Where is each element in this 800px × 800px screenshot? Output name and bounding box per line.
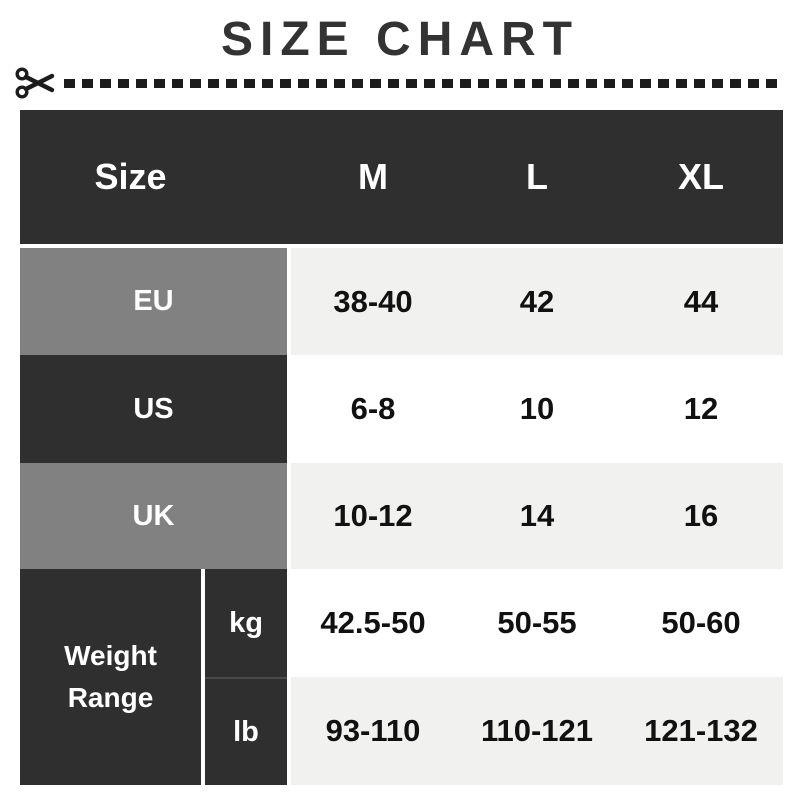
header-size-m: M (358, 156, 388, 197)
lb-value-xl: 121-132 (619, 677, 783, 785)
table-header-row: Size M L XL (20, 110, 783, 244)
kg-value-l: 50-55 (455, 569, 619, 677)
uk-value-m: 10-12 (291, 463, 455, 569)
lb-value-l: 110-121 (455, 677, 619, 785)
row-label-us: US (20, 355, 287, 463)
cut-line (14, 60, 784, 106)
header-size-l: L (526, 156, 548, 197)
row-label-uk: UK (20, 463, 287, 569)
weight-range-line2: Range (67, 682, 154, 713)
size-chart-table: Size M L XL EU 38-40 42 44 US 6-8 10 12 … (20, 110, 783, 785)
eu-value-l: 42 (455, 248, 619, 355)
dashed-cut-line (64, 78, 784, 88)
kg-value-m: 42.5-50 (291, 569, 455, 677)
us-value-xl: 12 (619, 355, 783, 463)
scissors-icon (14, 61, 58, 105)
uk-value-xl: 16 (619, 463, 783, 569)
unit-label-lb: lb (205, 677, 287, 785)
uk-value-l: 14 (455, 463, 619, 569)
eu-value-xl: 44 (619, 248, 783, 355)
page-title: SIZE CHART (221, 13, 579, 66)
us-value-m: 6-8 (291, 355, 455, 463)
row-label-eu: EU (20, 248, 287, 355)
kg-value-xl: 50-60 (619, 569, 783, 677)
us-value-l: 10 (455, 355, 619, 463)
eu-value-m: 38-40 (291, 248, 455, 355)
header-size-label: Size (94, 156, 167, 197)
header-size-xl: XL (677, 156, 724, 197)
row-label-weight-range: Weight Range (20, 569, 205, 785)
weight-range-line1: Weight (64, 640, 157, 671)
unit-label-kg: kg (205, 569, 287, 677)
lb-value-m: 93-110 (291, 677, 455, 785)
